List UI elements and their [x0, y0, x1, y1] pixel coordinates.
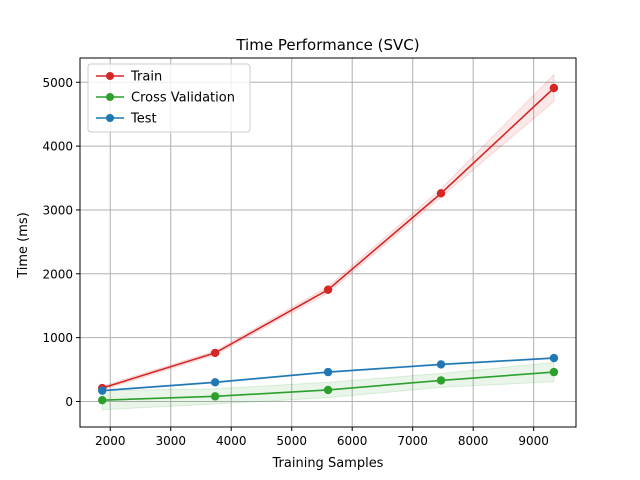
grid	[80, 58, 576, 427]
point-test	[323, 367, 333, 377]
legend-box	[87, 63, 251, 133]
series-lines	[97, 83, 559, 405]
x-axis-label: Training Samples	[272, 456, 384, 471]
x-tick-label: 4000	[216, 434, 247, 448]
point-test	[97, 386, 107, 395]
y-axis-label: Time (ms)	[16, 212, 31, 279]
y-axis-ticks: 0 1000 2000 3000 4000 5000	[42, 76, 80, 409]
point-cross-validation	[549, 367, 559, 377]
point-test	[436, 360, 446, 369]
legend-label-train: Train	[130, 70, 162, 85]
x-tick-label: 2000	[95, 434, 126, 448]
y-tick-label: 0	[65, 395, 73, 409]
point-cross-validation	[323, 385, 333, 395]
y-tick-label: 4000	[42, 140, 73, 154]
legend-marker-train	[106, 72, 114, 80]
point-train	[323, 285, 333, 294]
chart-title: Time Performance (SVC)	[235, 36, 419, 54]
legend: Train Cross Validation Test	[87, 63, 251, 133]
legend-entry-train: Train	[96, 70, 162, 85]
legend-label-cross-validation: Cross Validation	[131, 91, 235, 106]
x-tick-label: 8000	[458, 434, 489, 448]
point-train	[210, 348, 220, 358]
x-tick-label: 9000	[518, 434, 549, 448]
x-tick-label: 3000	[155, 434, 186, 448]
x-axis-ticks: 2000 3000 4000 5000 6000 7000 8000 9000	[95, 427, 549, 448]
point-cross-validation	[210, 392, 220, 401]
point-test	[549, 353, 559, 363]
legend-entry-cross-validation: Cross Validation	[96, 91, 235, 106]
y-tick-label: 2000	[42, 267, 73, 281]
y-tick-label: 3000	[42, 203, 73, 217]
plot-area	[79, 57, 577, 428]
point-train	[549, 83, 559, 93]
band-train	[101, 73, 555, 391]
point-cross-validation	[97, 395, 107, 405]
y-tick-label: 1000	[42, 331, 73, 345]
x-tick-label: 6000	[337, 434, 368, 448]
x-tick-label: 7000	[397, 434, 428, 448]
line-train	[101, 87, 555, 389]
y-tick-label: 5000	[42, 76, 73, 90]
legend-label-test: Test	[130, 112, 157, 127]
point-cross-validation	[436, 376, 446, 385]
legend-marker-test	[106, 114, 114, 122]
legend-entry-test: Test	[96, 112, 157, 127]
point-train	[436, 189, 446, 198]
legend-marker-cross-validation	[106, 93, 114, 101]
x-tick-label: 5000	[276, 434, 307, 448]
point-test	[210, 378, 220, 387]
